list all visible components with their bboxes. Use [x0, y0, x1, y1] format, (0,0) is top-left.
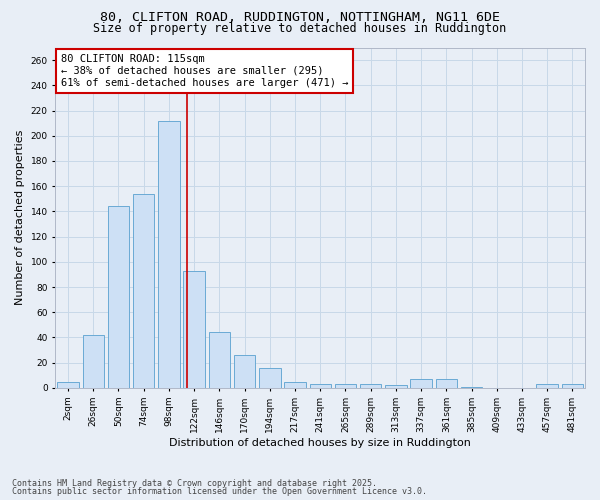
Text: 80 CLIFTON ROAD: 115sqm
← 38% of detached houses are smaller (295)
61% of semi-d: 80 CLIFTON ROAD: 115sqm ← 38% of detache… [61, 54, 348, 88]
Bar [410, 379, 432, 388]
Bar [184, 270, 205, 388]
Bar [108, 206, 129, 388]
Bar [436, 379, 457, 388]
Text: Contains HM Land Registry data © Crown copyright and database right 2025.: Contains HM Land Registry data © Crown c… [12, 478, 377, 488]
Bar [133, 194, 154, 388]
Bar [562, 384, 583, 388]
Bar [58, 382, 79, 388]
Bar [310, 384, 331, 388]
Text: 80, CLIFTON ROAD, RUDDINGTON, NOTTINGHAM, NG11 6DE: 80, CLIFTON ROAD, RUDDINGTON, NOTTINGHAM… [100, 11, 500, 24]
Bar [385, 386, 407, 388]
Bar [209, 332, 230, 388]
Bar [461, 386, 482, 388]
Bar [335, 384, 356, 388]
Text: Size of property relative to detached houses in Ruddington: Size of property relative to detached ho… [94, 22, 506, 35]
Bar [158, 120, 179, 388]
Bar [536, 384, 558, 388]
Y-axis label: Number of detached properties: Number of detached properties [15, 130, 25, 306]
Bar [234, 355, 255, 388]
Bar [83, 335, 104, 388]
Bar [360, 384, 382, 388]
Bar [284, 382, 306, 388]
Bar [259, 368, 281, 388]
X-axis label: Distribution of detached houses by size in Ruddington: Distribution of detached houses by size … [169, 438, 471, 448]
Text: Contains public sector information licensed under the Open Government Licence v3: Contains public sector information licen… [12, 487, 427, 496]
